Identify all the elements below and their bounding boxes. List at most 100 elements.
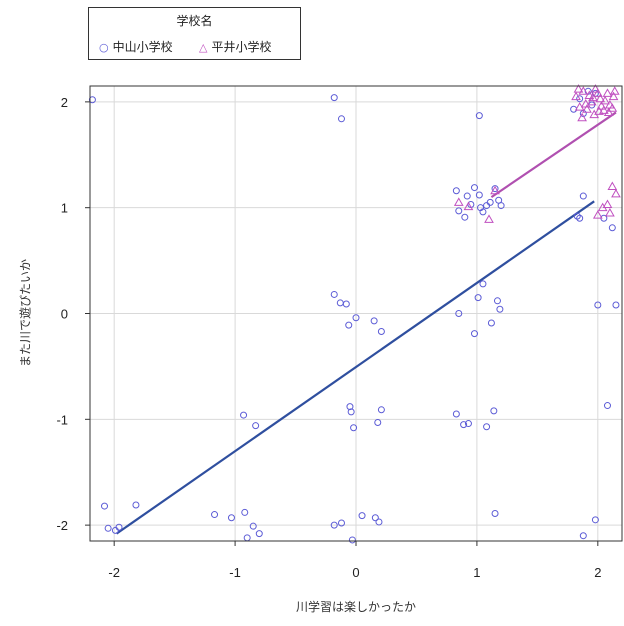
data-point-circle [486,198,494,206]
data-point-circle [337,519,345,527]
data-point-triangle [594,106,604,115]
data-point-circle [483,423,491,431]
data-point-circle [348,536,356,544]
data-point-circle [591,516,599,524]
data-point-circle [608,224,616,232]
data-point-triangle [484,214,494,223]
data-point-triangle [584,90,595,100]
data-point-circle [463,192,471,200]
data-point-circle [496,305,504,313]
data-point-circle [479,208,487,216]
data-point-circle [490,407,498,415]
data-point-triangle [595,93,606,103]
data-point-circle [452,187,460,195]
data-point-circle [101,502,109,510]
legend-item-hirai: △ 平井小学校 [199,38,271,55]
y-tick-label: 0 [61,307,68,322]
data-point-triangle [490,185,500,195]
x-tick-label: 2 [594,565,601,580]
data-point-circle [475,191,483,199]
data-point-circle [252,422,260,430]
data-point-circle [249,522,257,530]
data-point-circle [455,310,463,317]
fit-line-series-0 [115,200,595,535]
data-point-circle [460,421,468,429]
data-point-circle [255,530,263,538]
x-tick-label: -1 [229,565,241,580]
data-point-triangle [607,181,618,191]
data-point-circle [347,408,355,416]
data-point-circle [497,202,505,210]
data-point-circle [227,514,235,522]
data-point-triangle [608,91,619,101]
data-point-circle [371,514,379,522]
legend-item-nakayama: ○ 中山小学校 [99,38,173,55]
data-point-triangle [602,199,613,209]
data-point-triangle [463,201,474,211]
data-point-circle [330,521,338,529]
data-point-circle [352,314,360,322]
data-point-circle [487,319,495,327]
data-point-triangle [599,105,609,114]
y-tick-label: -1 [56,412,68,427]
data-point-triangle [582,104,592,113]
legend-label-nakayama: 中山小学校 [112,40,173,54]
data-point-circle [342,300,350,308]
legend-label-hirai: 平井小学校 [211,40,272,54]
data-point-circle [350,424,358,432]
x-tick-label: 0 [352,565,359,580]
data-point-circle [474,294,482,302]
x-axis-label: 川学習は楽しかったか [295,600,416,614]
triangle-marker-icon: △ [199,41,208,54]
axis-ticks: -2 -1 0 1 2 -2 -1 0 1 2 [56,95,601,580]
data-point-circle [493,297,501,305]
data-point-circle [111,526,119,534]
circle-marker-icon: ○ [99,41,109,54]
y-tick-label: -2 [56,518,68,533]
data-point-circle [240,411,248,419]
data-point-triangle [577,112,587,122]
data-point-circle [243,534,251,542]
data-point-triangle [602,88,613,97]
data-point-triangle [573,84,584,93]
y-tick-label: 1 [61,201,68,216]
x-tick-label: 1 [473,565,480,580]
data-point-triangle [588,92,598,102]
data-point-triangle [603,107,614,116]
data-point-triangle [571,91,581,101]
y-axis-label: また川で遊びたいか [18,258,33,368]
data-point-circle [241,508,249,516]
data-point-triangle [600,95,610,105]
data-point-circle [491,509,499,517]
data-point-triangle [592,210,603,219]
fit-line-series-1 [490,111,617,199]
data-point-circle [475,112,483,120]
data-point-triangle [605,207,615,217]
data-point-circle [337,115,345,123]
legend: 学校名 ○ 中山小学校 △ 平井小学校 [88,7,301,60]
data-point-circle [358,512,366,520]
data-point-circle [211,511,219,519]
data-point-circle [603,402,611,410]
data-point-triangle [611,188,621,198]
data-point-circle [576,95,584,103]
data-point-circle [455,207,463,215]
y-tick-label: 2 [61,95,68,110]
data-point-circle [377,406,385,414]
data-point-circle [579,532,587,540]
data-points [88,84,621,544]
data-point-triangle [609,86,620,95]
data-point-circle [370,317,378,325]
data-point-circle [88,96,96,104]
data-point-circle [470,184,478,192]
data-point-circle [452,410,460,418]
data-point-circle [470,330,478,338]
data-point-circle [374,418,382,426]
data-point-circle [579,192,587,200]
fit-lines [115,111,617,535]
data-point-circle [346,403,354,411]
data-point-triangle [586,96,597,106]
grid-lines [90,86,622,541]
data-point-triangle [607,103,618,112]
